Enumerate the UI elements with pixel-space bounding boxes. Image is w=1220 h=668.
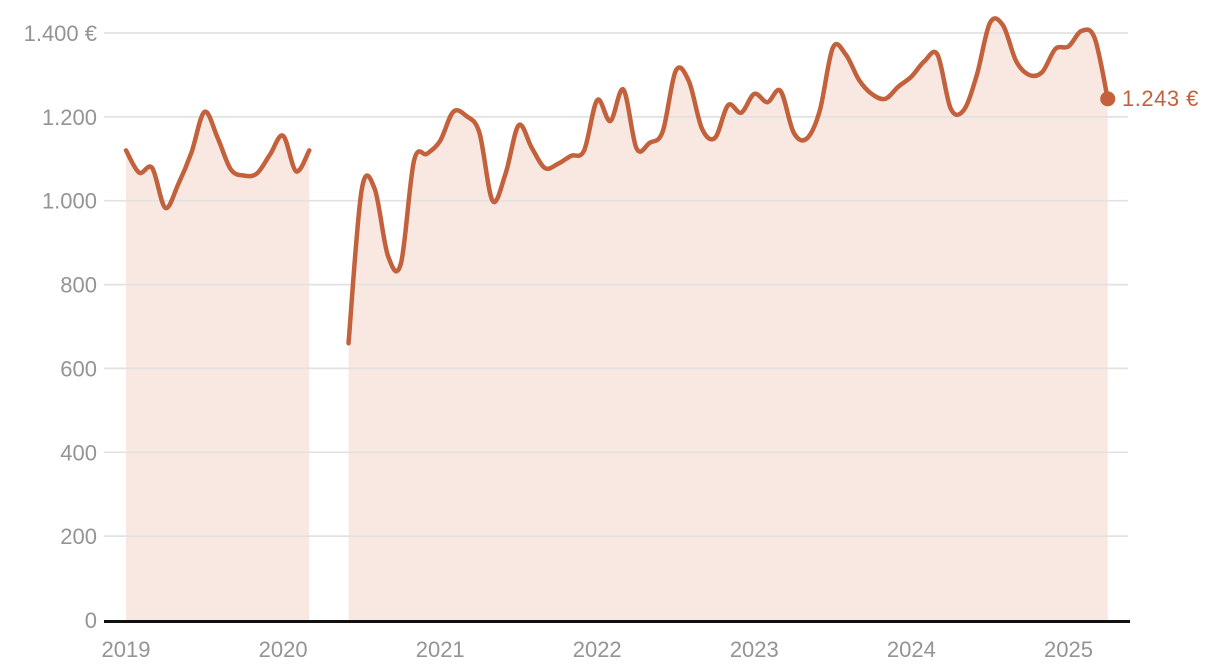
x-tick-label: 2020 — [259, 637, 308, 662]
y-tick-label: 400 — [60, 440, 97, 465]
last-value-label: 1.243 € — [1122, 86, 1199, 111]
y-tick-label: 600 — [60, 356, 97, 381]
series-area — [348, 18, 1108, 621]
x-tick-label: 2023 — [730, 637, 779, 662]
y-tick-label: 1.000 — [42, 189, 97, 214]
series-area — [126, 111, 310, 620]
y-tick-label: 1.200 — [42, 105, 97, 130]
y-tick-label: 1.400 € — [24, 21, 97, 46]
x-tick-label: 2022 — [573, 637, 622, 662]
x-tick-label: 2025 — [1044, 637, 1093, 662]
y-tick-label: 0 — [85, 608, 97, 633]
x-tick-label: 2024 — [887, 637, 936, 662]
x-tick-label: 2019 — [102, 637, 151, 662]
y-tick-label: 800 — [60, 273, 97, 298]
series-line — [123, 109, 312, 211]
x-tick-label: 2021 — [416, 637, 465, 662]
y-tick-label: 200 — [60, 524, 97, 549]
series-line — [346, 16, 1110, 346]
last-point-dot — [1100, 91, 1116, 107]
